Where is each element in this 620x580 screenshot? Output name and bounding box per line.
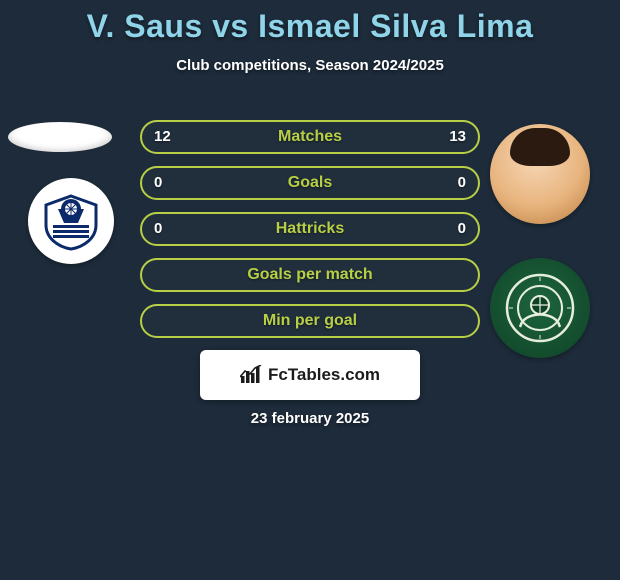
stat-label: Goals [288, 174, 332, 192]
subtitle: Club competitions, Season 2024/2025 [0, 57, 620, 74]
stat-right-value: 0 [446, 214, 478, 248]
stat-right-value: 13 [437, 122, 478, 156]
bar-chart-icon [240, 365, 262, 385]
date-label: 23 february 2025 [0, 410, 620, 427]
watermark-box: FcTables.com [200, 350, 420, 400]
stat-row-goals: 0 Goals 0 [140, 166, 480, 200]
player1-club-badge [28, 178, 114, 264]
stat-row-hattricks: 0 Hattricks 0 [140, 212, 480, 246]
stats-list: 12 Matches 13 0 Goals 0 0 Hattricks 0 Go… [140, 120, 480, 338]
stat-right-value: 0 [446, 168, 478, 202]
stat-label: Hattricks [276, 220, 344, 238]
stat-right-value [454, 306, 478, 340]
baltika-badge-icon [41, 191, 101, 251]
stat-left-value [142, 306, 166, 340]
stat-label: Goals per match [247, 266, 372, 284]
stat-row-matches: 12 Matches 13 [140, 120, 480, 154]
watermark-text: FcTables.com [268, 365, 380, 385]
terek-badge-icon [504, 272, 576, 344]
stat-row-goals-per-match: Goals per match [140, 258, 480, 292]
stat-right-value [454, 260, 478, 294]
stat-label: Matches [278, 128, 342, 146]
stat-left-value [142, 260, 166, 294]
stat-left-value: 0 [142, 168, 174, 202]
stat-left-value: 12 [142, 122, 183, 156]
player2-avatar [490, 124, 590, 224]
stat-row-min-per-goal: Min per goal [140, 304, 480, 338]
page-title: V. Saus vs Ismael Silva Lima [0, 8, 620, 45]
comparison-card: V. Saus vs Ismael Silva Lima Club compet… [0, 0, 620, 74]
player1-avatar [8, 122, 112, 152]
stat-label: Min per goal [263, 312, 357, 330]
player2-club-badge [490, 258, 590, 358]
stat-left-value: 0 [142, 214, 174, 248]
